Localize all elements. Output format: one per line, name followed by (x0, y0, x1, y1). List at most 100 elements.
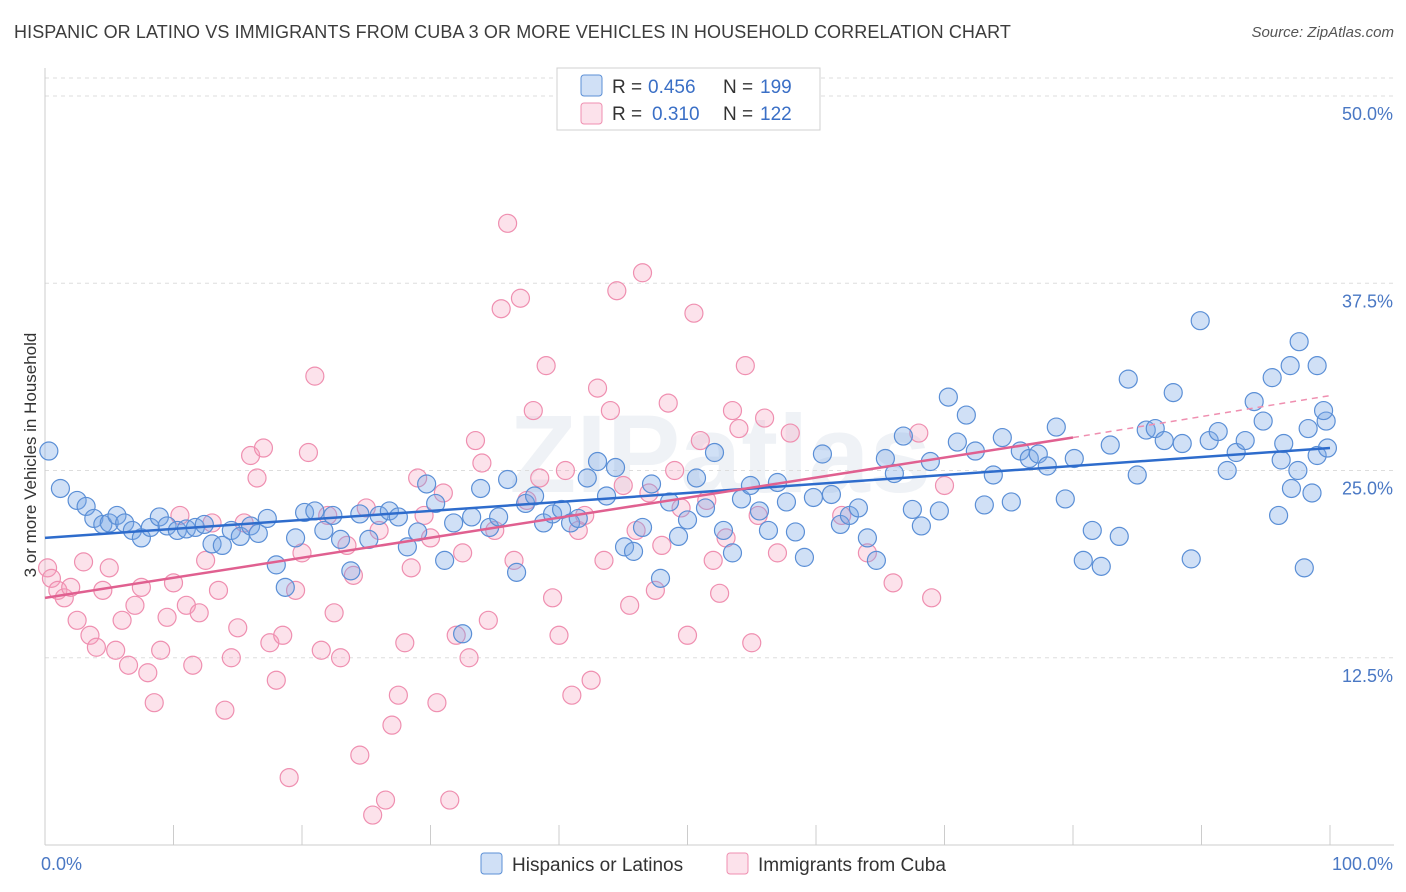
data-point-hispanic (1271, 450, 1291, 470)
data-point-hispanic (471, 478, 491, 499)
data-point-cuba (125, 595, 145, 615)
data-point-cuba (504, 550, 524, 570)
data-point-cuba (382, 715, 402, 735)
series-hispanics-or-latinos (39, 311, 1338, 644)
data-point-cuba (266, 670, 286, 690)
data-point-hispanic (902, 499, 922, 520)
data-point-hispanic (866, 550, 886, 570)
data-point-hispanic (641, 474, 662, 494)
data-point-hispanic (1037, 456, 1057, 476)
data-point-hispanic (330, 529, 351, 550)
data-point-cuba (446, 625, 466, 645)
data-point-cuba (375, 790, 396, 810)
data-point-hispanic (776, 492, 797, 512)
data-point-cuba (388, 685, 408, 705)
data-point-cuba (922, 588, 942, 608)
data-point-cuba (247, 468, 267, 488)
data-point-hispanic (1208, 421, 1228, 442)
data-point-cuba (607, 281, 627, 301)
data-point-cuba (594, 550, 614, 570)
data-point-hispanic (453, 624, 473, 644)
data-point-hispanic (107, 505, 127, 526)
data-point-hispanic (740, 475, 761, 496)
data-point-hispanic (848, 498, 869, 518)
y-tick-label: 37.5% (1342, 291, 1393, 311)
data-point-hispanic (794, 547, 815, 567)
legend-r-value-blue: 0.456 (648, 77, 696, 98)
data-point-cuba (491, 299, 511, 319)
data-point-hispanic (266, 555, 286, 575)
y-tick-label: 12.5% (1342, 666, 1393, 686)
data-point-hispanic (650, 568, 671, 588)
data-point-cuba (510, 288, 531, 308)
data-point-cuba (279, 767, 299, 788)
data-point-hispanic (974, 495, 994, 515)
legend-n-value-pink: 122 (760, 104, 792, 125)
data-point-hispanic (1217, 460, 1237, 481)
data-point-hispanic (1163, 383, 1183, 403)
data-point-hispanic (444, 513, 464, 533)
data-point-hispanic (294, 502, 315, 523)
data-point-hispanic (388, 507, 408, 527)
data-point-hispanic (1082, 520, 1102, 541)
data-point-hispanic (341, 561, 361, 581)
data-point-hispanic (695, 498, 716, 518)
data-point-cuba (542, 588, 563, 608)
data-point-hispanic (1280, 356, 1300, 376)
data-point-hispanic (713, 520, 734, 541)
legend-r-value-pink: 0.310 (652, 104, 700, 125)
data-point-cuba (658, 393, 678, 413)
data-point-cuba (754, 408, 775, 428)
data-point-cuba (433, 483, 453, 503)
data-point-hispanic (704, 442, 725, 463)
data-point-cuba (118, 655, 139, 675)
data-point-cuba (330, 648, 351, 668)
data-point-hispanic (749, 501, 770, 521)
data-point-hispanic (99, 513, 119, 533)
data-point-cuba (581, 670, 601, 690)
data-point-cuba (465, 430, 486, 451)
data-point-hispanic (947, 432, 967, 452)
data-point-cuba (883, 573, 903, 593)
axes: 0.0% 100.0% (41, 68, 1394, 874)
x-tick-label-min: 0.0% (41, 854, 82, 874)
data-point-cuba (189, 603, 209, 623)
data-point-cuba (61, 577, 81, 597)
data-point-hispanic (983, 465, 1003, 485)
data-point-hispanic (758, 520, 779, 541)
data-point-hispanic (1073, 550, 1093, 570)
data-point-hispanic (929, 501, 949, 521)
data-point-cuba (780, 423, 800, 443)
data-point-cuba (620, 595, 640, 615)
y-tick-label: 25.0% (1342, 479, 1393, 499)
data-point-hispanic (596, 486, 617, 506)
data-point-hispanic (1302, 483, 1322, 503)
bottom-legend: Hispanics or Latinos Immigrants from Cub… (480, 852, 946, 876)
watermark-text: ZIPatlas (509, 393, 931, 516)
trend-lines (44, 394, 1331, 600)
data-point-cuba (523, 400, 543, 421)
data-point-hispanic (194, 514, 214, 535)
data-point-cuba (472, 453, 492, 473)
data-point-hispanic (568, 508, 588, 529)
data-point-cuba (453, 543, 473, 563)
data-point-cuba (690, 430, 710, 451)
data-point-hispanic (248, 523, 268, 544)
data-point-cuba (767, 543, 788, 563)
legend-r-label-blue: R = (612, 77, 642, 98)
data-point-hispanic (1019, 448, 1039, 469)
data-point-hispanic (524, 486, 545, 506)
data-point-cuba (37, 558, 58, 578)
data-point-cuba (587, 378, 608, 398)
legend-r-label-pink: R = (612, 104, 642, 125)
data-point-cuba (549, 625, 569, 645)
bottom-legend-label-pink: Immigrants from Cuba (758, 855, 946, 876)
data-point-hispanic (1253, 411, 1273, 431)
data-point-cuba (298, 442, 319, 463)
data-point-cuba (645, 580, 665, 600)
data-point-cuba (324, 603, 344, 623)
data-point-hispanic (632, 517, 653, 538)
data-point-cuba (67, 610, 87, 630)
data-point-hispanic (426, 493, 446, 514)
